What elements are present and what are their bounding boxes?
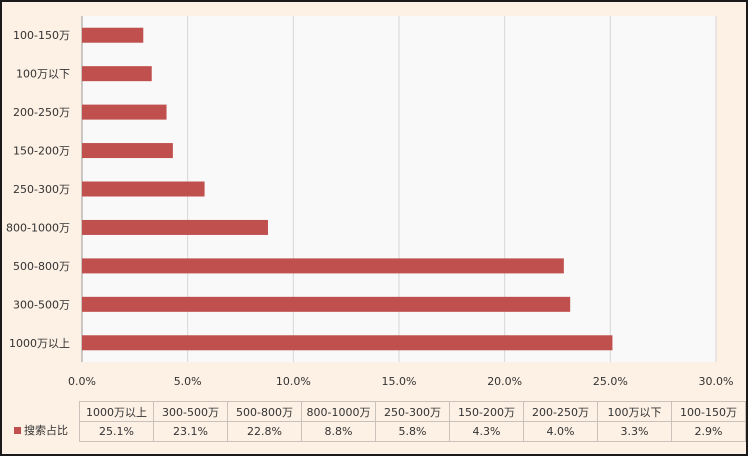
y-category-label: 200-250万 xyxy=(13,106,70,119)
table-header-cell: 150-200万 xyxy=(449,401,524,422)
table-value-cell: 4.3% xyxy=(449,421,524,442)
table-value-row: 25.1% 23.1% 22.8% 8.8% 5.8% 4.3% 4.0% 3.3% 2.9% xyxy=(79,421,746,442)
x-tick-label: 10.0% xyxy=(276,375,311,388)
table-header-cell: 500-800万 xyxy=(227,401,302,422)
x-tick-label: 0.0% xyxy=(68,375,96,388)
table-header-cell: 1000万以上 xyxy=(79,401,154,422)
x-tick-label: 25.0% xyxy=(593,375,628,388)
y-category-label: 300-500万 xyxy=(13,298,70,311)
bar xyxy=(82,143,173,159)
bar xyxy=(82,219,268,235)
bar xyxy=(82,66,152,82)
x-tick-label: 15.0% xyxy=(382,375,417,388)
bar xyxy=(82,104,167,120)
table-header-cell: 100万以下 xyxy=(597,401,672,422)
y-category-label: 800-1000万 xyxy=(6,221,70,234)
table-header-cell: 100-150万 xyxy=(671,401,746,422)
x-tick-label: 20.0% xyxy=(487,375,522,388)
data-table: 1000万以上 300-500万 500-800万 800-1000万 250-300万… xyxy=(79,401,746,442)
bar xyxy=(82,27,144,43)
table-header-cell: 200-250万 xyxy=(523,401,598,422)
table-value-cell: 23.1% xyxy=(153,421,228,442)
table-header-row: 1000万以上 300-500万 500-800万 800-1000万 250-300万… xyxy=(79,401,746,422)
table-row-label-text: 搜索占比 xyxy=(24,424,68,437)
legend-swatch-icon xyxy=(14,426,21,434)
table-value-cell: 8.8% xyxy=(301,421,376,442)
table-header-cell: 250-300万 xyxy=(375,401,450,422)
y-category-label: 1000万以上 xyxy=(9,337,70,350)
x-tick-label: 30.0% xyxy=(699,375,734,388)
y-category-label: 250-300万 xyxy=(13,183,70,196)
table-value-cell: 4.0% xyxy=(523,421,598,442)
table-row-label: 搜索占比 xyxy=(14,422,68,438)
bar xyxy=(82,181,205,197)
x-tick-label: 5.0% xyxy=(174,375,202,388)
y-category-label: 150-200万 xyxy=(13,145,70,158)
table-value-cell: 25.1% xyxy=(79,421,154,442)
table-value-cell: 22.8% xyxy=(227,421,302,442)
table-header-cell: 800-1000万 xyxy=(301,401,376,422)
y-category-label: 500-800万 xyxy=(13,260,70,273)
table-value-cell: 3.3% xyxy=(597,421,672,442)
bar xyxy=(82,335,613,351)
table-value-cell: 5.8% xyxy=(375,421,450,442)
table-header-cell: 300-500万 xyxy=(153,401,228,422)
table-value-cell: 2.9% xyxy=(671,421,746,442)
bar xyxy=(82,296,571,312)
bar xyxy=(82,258,564,274)
y-category-label: 100-150万 xyxy=(13,29,70,42)
y-category-label: 100万以下 xyxy=(16,68,70,81)
